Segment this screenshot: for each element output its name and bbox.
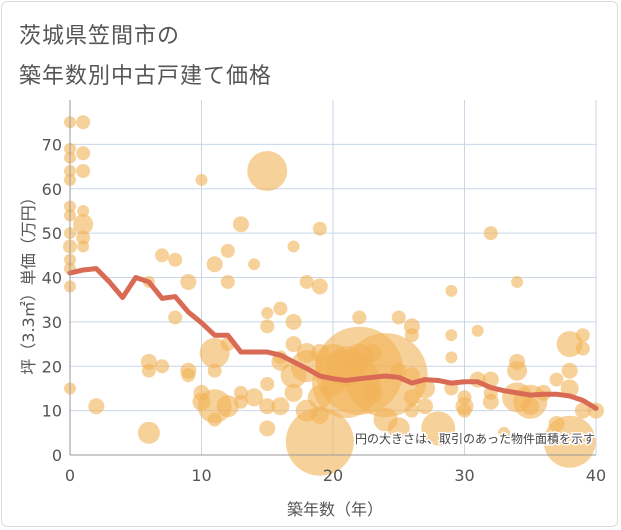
bubble bbox=[391, 310, 406, 325]
bubble bbox=[352, 310, 367, 325]
bubble bbox=[76, 230, 91, 245]
bubble bbox=[403, 389, 420, 406]
y-tick-label: 60 bbox=[42, 180, 62, 199]
y-tick-label: 10 bbox=[42, 402, 62, 421]
bubble bbox=[417, 398, 434, 415]
bubble bbox=[259, 398, 276, 415]
y-tick-label: 30 bbox=[42, 313, 62, 332]
trend-line-layer bbox=[67, 266, 599, 411]
bubble bbox=[445, 351, 458, 364]
bubble bbox=[220, 243, 235, 258]
bubble bbox=[77, 240, 90, 253]
y-tick-label: 50 bbox=[42, 224, 62, 243]
bubble bbox=[88, 398, 105, 415]
bubble bbox=[206, 256, 223, 273]
bubble bbox=[471, 324, 484, 337]
bubble bbox=[245, 388, 264, 407]
x-tick-label: 10 bbox=[191, 466, 211, 485]
bubble bbox=[497, 426, 510, 439]
bubble bbox=[404, 328, 419, 343]
bubble bbox=[445, 329, 458, 342]
x-axis-title: 築年数（年） bbox=[287, 500, 383, 519]
bubbles bbox=[63, 115, 604, 476]
bubble bbox=[273, 301, 288, 316]
y-tick-label: 70 bbox=[42, 135, 62, 154]
bubble bbox=[561, 362, 578, 379]
bubble bbox=[483, 226, 498, 241]
y-axis-title: 坪（3.3㎡）単価（万円） bbox=[19, 189, 38, 374]
bubble bbox=[285, 313, 302, 330]
bubble bbox=[155, 248, 170, 263]
bubble bbox=[248, 258, 261, 271]
bubble bbox=[287, 240, 300, 253]
bubble bbox=[284, 383, 303, 402]
bubble bbox=[259, 420, 276, 437]
y-tick-label: 20 bbox=[42, 357, 62, 376]
bubble bbox=[181, 368, 196, 383]
bubble bbox=[457, 403, 472, 418]
bubble bbox=[233, 394, 248, 409]
bubble bbox=[549, 372, 564, 387]
bubble bbox=[285, 407, 354, 476]
bubble bbox=[507, 360, 528, 381]
chart-title-line-1: 茨城県笠間市の bbox=[19, 24, 181, 49]
chart-title-line-2: 築年数別中古戸建て価格 bbox=[19, 64, 273, 89]
bubble bbox=[482, 393, 499, 410]
bubble bbox=[404, 403, 419, 418]
bubble bbox=[575, 341, 590, 356]
bubble bbox=[285, 336, 302, 353]
bubble bbox=[260, 377, 275, 391]
bubble bbox=[261, 307, 274, 319]
y-tick-label: 40 bbox=[42, 269, 62, 288]
bubble bbox=[387, 417, 410, 440]
x-tick-label: 0 bbox=[65, 466, 75, 485]
bubble bbox=[445, 284, 458, 297]
bubble bbox=[521, 397, 540, 416]
bubble bbox=[207, 363, 222, 378]
bubble bbox=[76, 146, 91, 161]
bubble bbox=[511, 275, 524, 288]
bubble bbox=[76, 115, 91, 130]
bubble bbox=[73, 214, 94, 235]
bubble bbox=[141, 363, 156, 378]
bubble bbox=[155, 359, 170, 374]
bubble bbox=[216, 395, 239, 418]
bubble bbox=[311, 278, 328, 295]
bubble bbox=[137, 421, 160, 444]
bubble bbox=[76, 164, 91, 178]
bubble bbox=[168, 252, 183, 267]
bubble bbox=[220, 274, 235, 289]
bubble bbox=[299, 274, 314, 289]
average-price-line bbox=[67, 266, 599, 411]
bubble bbox=[260, 319, 275, 334]
bubble bbox=[195, 173, 208, 186]
bubble bbox=[575, 328, 590, 343]
bubble bbox=[168, 310, 183, 325]
x-tick-label: 20 bbox=[323, 466, 343, 485]
bubble bbox=[77, 204, 90, 217]
x-tick-label: 30 bbox=[454, 466, 474, 485]
bubble bbox=[574, 402, 591, 419]
bubble bbox=[312, 221, 327, 236]
bubble bbox=[247, 151, 288, 191]
bubble bbox=[271, 397, 290, 416]
size-annotation: 円の大きさは、取引のあった物件面積を示す bbox=[355, 431, 595, 446]
y-tick-label: 0 bbox=[52, 446, 62, 465]
bubble bbox=[232, 216, 249, 233]
bubble bbox=[207, 412, 222, 427]
bubble bbox=[421, 411, 456, 446]
x-tick-label: 40 bbox=[586, 466, 606, 485]
axes: 0 10 20 30 40 0 10 20 30 40 50 60 70 bbox=[42, 100, 606, 485]
bubble bbox=[180, 273, 197, 290]
